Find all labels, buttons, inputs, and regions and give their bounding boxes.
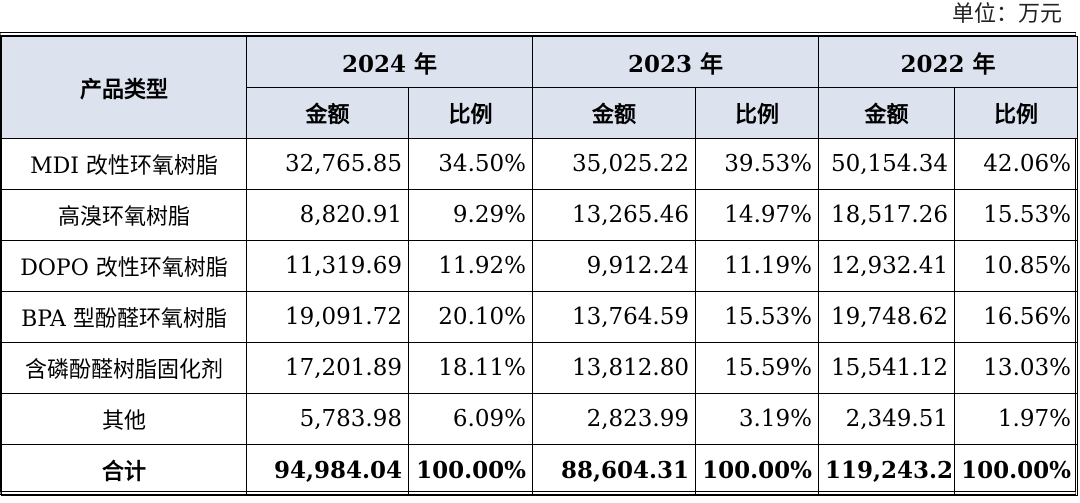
cell-ratio-2024: 34.50% — [408, 138, 533, 190]
total-ratio-2023: 100.00% — [695, 444, 819, 496]
cell-ratio-2022: 10.85% — [954, 240, 1078, 292]
cell-ratio-2024: 20.10% — [408, 291, 533, 343]
cell-ratio-2022: 42.06% — [954, 138, 1078, 190]
header-amount: 金额 — [532, 87, 696, 139]
total-row: 合计 94,984.04 100.00% 88,604.31 100.00% 1… — [1, 444, 1078, 496]
table-row: BPA 型酚醛环氧树脂 19,091.72 20.10% 13,764.59 1… — [1, 291, 1078, 343]
cell-ratio-2024: 9.29% — [408, 189, 533, 241]
cell-amount-2024: 5,783.98 — [246, 393, 409, 445]
table-row: MDI 改性环氧树脂 32,765.85 34.50% 35,025.22 39… — [1, 138, 1078, 190]
cell-ratio-2023: 14.97% — [695, 189, 819, 241]
header-year-2023: 2023 年 — [532, 36, 819, 88]
cell-ratio-2023: 15.59% — [695, 342, 819, 394]
cell-amount-2023: 13,812.80 — [532, 342, 696, 394]
total-ratio-2024: 100.00% — [408, 444, 533, 496]
table-row: DOPO 改性环氧树脂 11,319.69 11.92% 9,912.24 11… — [1, 240, 1078, 292]
cell-ratio-2022: 13.03% — [954, 342, 1078, 394]
cell-amount-2023: 13,265.46 — [532, 189, 696, 241]
cell-ratio-2023: 39.53% — [695, 138, 819, 190]
cell-amount-2022: 19,748.62 — [818, 291, 955, 343]
table-header: 产品类型 2024 年 2023 年 2022 年 金额 比例 金额 比例 金额… — [1, 36, 1078, 139]
cell-amount-2022: 2,349.51 — [818, 393, 955, 445]
total-amount-2024: 94,984.04 — [246, 444, 409, 496]
cell-amount-2023: 35,025.22 — [532, 138, 696, 190]
cell-ratio-2023: 11.19% — [695, 240, 819, 292]
header-year-2022: 2022 年 — [818, 36, 1078, 88]
cell-amount-2022: 12,932.41 — [818, 240, 955, 292]
row-label: MDI 改性环氧树脂 — [1, 138, 247, 190]
unit-label: 单位：万元 — [951, 2, 1062, 27]
header-amount: 金额 — [818, 87, 955, 139]
cell-amount-2022: 50,154.34 — [818, 138, 955, 190]
total-ratio-2022: 100.00% — [954, 444, 1078, 496]
cell-ratio-2024: 11.92% — [408, 240, 533, 292]
cell-amount-2023: 13,764.59 — [532, 291, 696, 343]
cell-ratio-2024: 18.11% — [408, 342, 533, 394]
cell-amount-2023: 9,912.24 — [532, 240, 696, 292]
cell-amount-2022: 18,517.26 — [818, 189, 955, 241]
header-ratio: 比例 — [695, 87, 819, 139]
header-year-2024: 2024 年 — [246, 36, 533, 88]
revenue-by-product-table: 产品类型 2024 年 2023 年 2022 年 金额 比例 金额 比例 金额… — [0, 32, 1078, 496]
row-label: 高溴环氧树脂 — [1, 189, 247, 241]
table-row: 含磷酚醛树脂固化剂 17,201.89 18.11% 13,812.80 15.… — [1, 342, 1078, 394]
table-row: 其他 5,783.98 6.09% 2,823.99 3.19% 2,349.5… — [1, 393, 1078, 445]
cell-amount-2024: 32,765.85 — [246, 138, 409, 190]
table-body: MDI 改性环氧树脂 32,765.85 34.50% 35,025.22 39… — [1, 138, 1078, 496]
header-ratio: 比例 — [408, 87, 533, 139]
cell-ratio-2023: 15.53% — [695, 291, 819, 343]
row-label: BPA 型酚醛环氧树脂 — [1, 291, 247, 343]
total-amount-2022: 119,243.27 — [818, 444, 955, 496]
cell-ratio-2022: 16.56% — [954, 291, 1078, 343]
row-label: 含磷酚醛树脂固化剂 — [1, 342, 247, 394]
table-row: 高溴环氧树脂 8,820.91 9.29% 13,265.46 14.97% 1… — [1, 189, 1078, 241]
cell-ratio-2022: 1.97% — [954, 393, 1078, 445]
cell-amount-2022: 15,541.12 — [818, 342, 955, 394]
cell-ratio-2022: 15.53% — [954, 189, 1078, 241]
total-label: 合计 — [1, 444, 247, 496]
cell-amount-2024: 19,091.72 — [246, 291, 409, 343]
cell-ratio-2024: 6.09% — [408, 393, 533, 445]
cell-ratio-2023: 3.19% — [695, 393, 819, 445]
header-amount: 金额 — [246, 87, 409, 139]
row-label: 其他 — [1, 393, 247, 445]
total-amount-2023: 88,604.31 — [532, 444, 696, 496]
row-label: DOPO 改性环氧树脂 — [1, 240, 247, 292]
data-table: 产品类型 2024 年 2023 年 2022 年 金额 比例 金额 比例 金额… — [1, 36, 1078, 496]
header-product-type: 产品类型 — [1, 36, 247, 139]
cell-amount-2023: 2,823.99 — [532, 393, 696, 445]
cell-amount-2024: 8,820.91 — [246, 189, 409, 241]
cell-amount-2024: 11,319.69 — [246, 240, 409, 292]
cell-amount-2024: 17,201.89 — [246, 342, 409, 394]
header-ratio: 比例 — [954, 87, 1078, 139]
